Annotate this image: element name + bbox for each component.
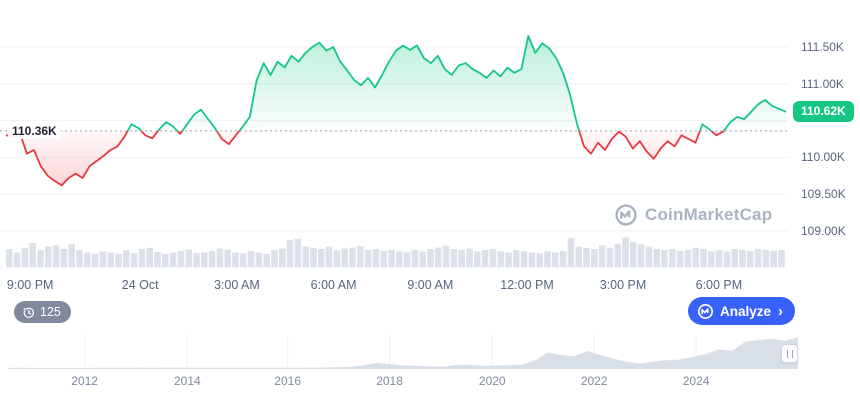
chevron-right-icon: › <box>778 302 784 320</box>
y-tick-label: 111.50K <box>801 40 844 54</box>
watermark: CoinMarketCap <box>614 203 772 227</box>
x-tick-label: 6:00 PM <box>695 278 743 292</box>
price-chart-plot[interactable] <box>0 0 860 270</box>
y-tick-label: 109.00K <box>801 224 846 238</box>
year-tick-label: 2022 <box>580 374 608 388</box>
x-tick-label: 24 Oct <box>121 278 159 292</box>
history-icon <box>22 307 34 318</box>
baseline-price-label: 110.36K <box>8 122 61 139</box>
price-line-down <box>5 130 725 187</box>
x-tick-label: 3:00 PM <box>599 278 647 292</box>
year-tick-label: 2016 <box>274 374 302 388</box>
year-tick-label: 2018 <box>376 374 403 388</box>
volume-bars <box>6 237 785 267</box>
year-tick-label: 2020 <box>478 374 506 388</box>
price-area-up <box>6 36 786 131</box>
analyze-button[interactable]: Analyze › <box>688 297 796 325</box>
last-price-badge: 110.62K <box>793 100 854 122</box>
y-tick-label: 111.00K <box>801 76 844 91</box>
price-line-up <box>126 35 787 131</box>
analyze-label: Analyze <box>720 303 772 319</box>
timeline-year-axis: 2012 2014 2016 2018 2020 2022 2024 <box>0 374 860 392</box>
x-tick-label: 12:00 PM <box>500 278 554 292</box>
year-tick-label: 2024 <box>682 374 710 388</box>
watermark-text: CoinMarketCap <box>645 205 773 224</box>
history-count: 125 <box>40 305 61 319</box>
coinmarketcap-logo-icon <box>615 204 637 226</box>
y-tick-label: 110.00K <box>801 150 845 165</box>
x-tick-label: 9:00 PM <box>6 278 54 292</box>
history-count-badge[interactable]: 125 <box>14 301 71 323</box>
year-tick-label: 2014 <box>173 374 201 388</box>
year-tick-label: 2012 <box>71 374 98 388</box>
price-area-down <box>6 130 724 186</box>
y-tick-label: 109.50K <box>801 187 846 202</box>
x-tick-label: 9:00 AM <box>407 278 454 292</box>
timeline-handle[interactable] <box>781 344 798 363</box>
grip-icon <box>786 349 793 358</box>
timeline-range-selector[interactable] <box>0 333 860 371</box>
x-tick-label: 3:00 AM <box>213 278 260 292</box>
timeline-area <box>8 337 798 369</box>
x-tick-label: 6:00 AM <box>310 278 357 292</box>
y-axis: 110.62K 111.50K 111.00K 110.00K 109.50K 109.… <box>792 0 860 270</box>
x-axis: 9:00 PM 24 Oct 3:00 AM 6:00 AM 9:00 AM 12:00 … <box>0 278 792 296</box>
coinmarketcap-logo-icon <box>697 303 714 319</box>
